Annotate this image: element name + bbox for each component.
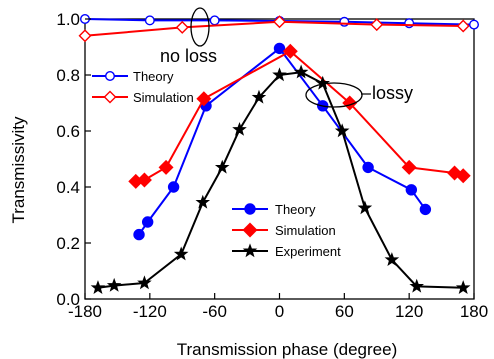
x-tick-label: -60 — [202, 302, 227, 321]
legend-layer: Theory Simulation Theory Simulation Experime… — [92, 69, 341, 259]
x-tick-label: 180 — [460, 302, 488, 321]
y-tick-label: 1.0 — [56, 10, 80, 29]
legend-entry: Theory — [133, 69, 174, 84]
series-lossy-theory — [133, 42, 432, 241]
data-point — [455, 168, 471, 184]
data-point — [419, 203, 432, 216]
data-point — [273, 15, 286, 29]
legend-marker — [244, 203, 256, 215]
data-point — [384, 252, 400, 266]
y-tick-label: 0.8 — [56, 66, 80, 85]
data-point — [282, 43, 298, 59]
data-point — [293, 64, 309, 79]
lossy-annotation-label: lossy — [372, 83, 413, 103]
data-point — [90, 280, 106, 294]
data-point — [339, 16, 350, 27]
x-tick-label: 0 — [275, 302, 284, 321]
data-point — [136, 172, 152, 188]
data-point — [272, 67, 287, 82]
data-point — [158, 159, 174, 175]
data-point — [106, 277, 122, 292]
data-point — [362, 161, 374, 174]
series-line — [97, 71, 464, 289]
data-point — [175, 20, 189, 34]
data-point — [334, 123, 350, 138]
data-point — [401, 159, 417, 175]
legend-entry: Theory — [275, 202, 316, 217]
axis-layer: Transmissivity Transmission phase (degre… — [9, 10, 488, 359]
data-point — [455, 280, 471, 294]
legend-no-loss: Theory Simulation — [92, 69, 194, 105]
data-point — [196, 91, 212, 107]
data-point — [251, 89, 267, 104]
data-point — [357, 200, 373, 215]
x-tick-label: 60 — [335, 302, 354, 321]
data-point — [404, 18, 415, 29]
x-tick-label: 120 — [395, 302, 423, 321]
legend-marker — [103, 90, 117, 104]
legend-marker — [104, 70, 115, 81]
data-point — [141, 216, 154, 228]
y-tick-label: 0.4 — [56, 178, 80, 197]
data-point — [469, 19, 480, 30]
data-point — [173, 246, 189, 261]
annotation-layer: no loss lossy — [160, 7, 413, 108]
x-tick-label: -180 — [68, 302, 102, 321]
series-lossy-experiment — [90, 64, 471, 294]
data-point — [273, 42, 286, 55]
data-point — [456, 19, 470, 33]
lossy-annotation-ellipse — [305, 82, 363, 108]
data-point — [409, 278, 425, 293]
x-axis-label: Transmission phase (degree) — [177, 340, 397, 359]
data-point — [315, 75, 331, 90]
data-point — [209, 15, 220, 26]
legend-entry: Simulation — [133, 90, 194, 105]
data-point — [195, 194, 211, 209]
y-tick-label: 0.0 — [56, 290, 80, 309]
series-lossy-simulation — [128, 43, 471, 189]
data-point — [144, 15, 155, 26]
data-point — [405, 184, 418, 196]
legend-lossy: Theory Simulation Experiment — [232, 202, 341, 259]
data-point — [214, 159, 230, 174]
data-point — [167, 181, 180, 193]
no-loss-annotation-label: no loss — [160, 46, 217, 66]
data-point — [133, 228, 145, 241]
data-point — [370, 18, 384, 32]
series-layer — [78, 13, 480, 294]
data-point — [232, 121, 247, 136]
legend-entry: Experiment — [275, 244, 341, 259]
x-tick-label: -120 — [133, 302, 167, 321]
series-no-loss-simulation — [78, 15, 470, 43]
y-tick-label: 0.2 — [56, 234, 80, 253]
data-point — [78, 29, 92, 43]
y-tick-label: 0.6 — [56, 122, 80, 141]
no-loss-annotation-ellipse — [190, 7, 210, 47]
legend-entry: Simulation — [275, 223, 336, 238]
legend-marker — [242, 243, 258, 258]
data-point — [137, 275, 152, 290]
y-axis-label: Transmissivity — [9, 116, 28, 224]
legend-marker — [242, 222, 258, 238]
